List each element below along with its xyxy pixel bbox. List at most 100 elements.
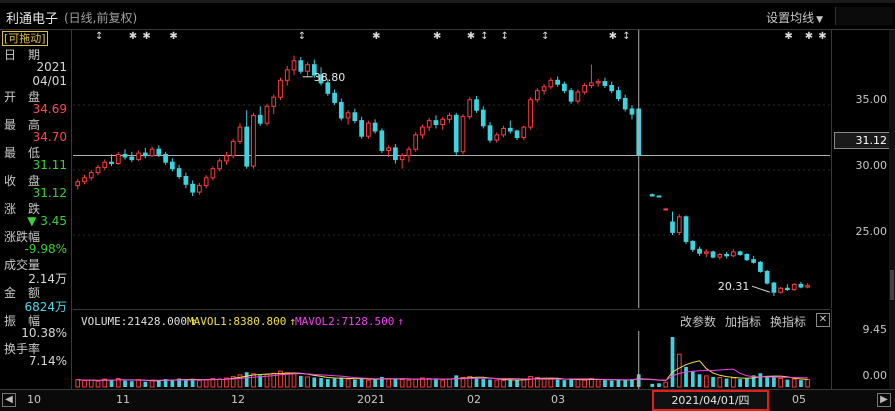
volume-bar	[650, 383, 655, 387]
volume-bar	[332, 378, 337, 387]
scroll-left-button[interactable]: ◀	[2, 393, 16, 407]
close-indicator-button[interactable]: ✕	[816, 313, 830, 327]
candle	[785, 284, 790, 291]
volume-bar	[190, 379, 195, 387]
candle	[521, 125, 527, 141]
candle	[109, 154, 114, 167]
candle	[338, 98, 344, 121]
volume-bar	[339, 377, 344, 387]
volume-bar	[237, 374, 243, 388]
candle	[528, 97, 533, 130]
candle	[764, 270, 770, 285]
volume-bar	[454, 375, 459, 387]
candle	[420, 124, 425, 139]
stock-name: 利通电子	[6, 12, 59, 27]
candle	[690, 240, 696, 252]
candle	[663, 207, 669, 211]
volume-bar	[623, 380, 628, 387]
candle	[487, 121, 493, 143]
volume-bar	[440, 379, 446, 388]
info-value: -9.98%	[24, 242, 67, 256]
add-indicator-button[interactable]: 加指标	[725, 315, 762, 329]
scroll-right-button[interactable]: ▶	[877, 393, 891, 407]
mavol2-value: MAVOL2:7128.500 ↑	[295, 315, 404, 328]
event-marker-icon: ✱	[142, 31, 150, 42]
volume-bar	[413, 378, 419, 388]
volume-bar	[772, 377, 776, 387]
volume-bar	[312, 377, 317, 387]
candle	[501, 125, 506, 138]
candle	[602, 77, 608, 89]
info-value: ▼ 3.45	[27, 214, 67, 228]
candle	[75, 179, 81, 190]
candle	[568, 88, 574, 104]
price-tick: 30.00	[855, 159, 888, 172]
candle	[541, 84, 547, 95]
candle	[737, 250, 743, 256]
volume-bar	[758, 373, 763, 387]
candle	[717, 253, 723, 260]
time-label: 2021	[357, 393, 385, 406]
volume-bar	[595, 379, 601, 388]
time-label: 03	[551, 393, 565, 406]
scrollbar-thumb[interactable]	[890, 270, 894, 300]
volume-bar	[156, 380, 161, 387]
candle	[379, 128, 385, 154]
top-strip	[0, 0, 895, 3]
candle	[271, 94, 277, 115]
candle	[190, 180, 195, 196]
change-params-button[interactable]: 改参数	[680, 315, 717, 329]
candle	[507, 120, 513, 134]
arrow-up-icon: ↑	[289, 315, 296, 328]
switch-indicator-button[interactable]: 换指标	[770, 315, 807, 329]
price-tick: 25.00	[855, 225, 888, 238]
event-marker-icon: ✱	[433, 31, 441, 42]
candle	[406, 146, 412, 163]
volume-bar	[724, 378, 729, 387]
volume-bar	[373, 379, 377, 387]
candle	[534, 88, 540, 103]
volume-tick: 9.45	[862, 323, 888, 336]
event-marker-icon: ✱	[169, 31, 177, 42]
candle	[366, 120, 371, 139]
candle	[589, 64, 594, 89]
volume-bar	[359, 378, 364, 387]
candle	[325, 79, 331, 96]
event-marker-icon: ✱	[129, 31, 137, 42]
volume-chart[interactable]	[73, 331, 830, 389]
volume-bar	[271, 372, 277, 388]
header-toolbar[interactable]	[835, 7, 893, 25]
candle	[798, 281, 804, 289]
candle	[629, 105, 635, 120]
volume-bar	[785, 379, 790, 387]
candle	[676, 214, 682, 235]
draggable-tag[interactable]: [可拖动]	[2, 31, 48, 46]
volume-bar	[380, 376, 384, 387]
volume-bar	[224, 377, 229, 388]
vertical-scrollbar[interactable]	[889, 30, 895, 389]
candle	[305, 62, 310, 77]
candle	[805, 283, 811, 289]
info-label: 涨跌幅	[4, 230, 41, 244]
info-value: 31.12	[32, 186, 67, 200]
candle	[82, 175, 87, 185]
candle	[244, 110, 250, 169]
volume-bar	[657, 383, 661, 387]
event-marker-icon: ✱	[609, 31, 617, 42]
event-marker-icon: ✱	[818, 31, 826, 42]
info-label: 开 盘	[4, 90, 41, 104]
ma-settings-button[interactable]: 设置均线 ▼	[766, 9, 823, 26]
candle	[210, 166, 216, 181]
volume-tick: 0.00	[862, 369, 888, 382]
volume-bar	[562, 380, 567, 387]
candle	[791, 283, 797, 291]
info-value: 34.69	[32, 102, 67, 116]
volume-bar	[386, 378, 392, 388]
info-label: 最 低	[4, 146, 41, 160]
volume-bar	[230, 375, 236, 388]
volume-bar	[778, 378, 784, 388]
candle	[616, 86, 621, 102]
volume-bar	[88, 379, 94, 388]
volume-bar	[278, 370, 283, 388]
